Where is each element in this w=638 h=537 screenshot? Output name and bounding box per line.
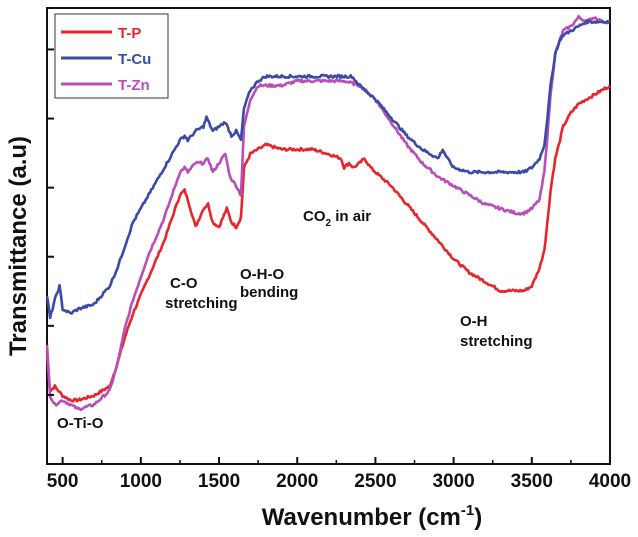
legend: T-P T-Cu T-Zn: [54, 13, 169, 99]
x-axis-title-main: Wavenumber (cm: [262, 504, 461, 531]
y-axis-ticks: [47, 48, 54, 396]
annotation-co: stretching: [165, 295, 238, 312]
legend-label: T-Zn: [118, 77, 150, 94]
annotation-co2: CO2 in air: [303, 208, 371, 229]
y-axis-title: Transmittance (a.u): [5, 136, 32, 356]
x-tick-label: 3000: [432, 471, 474, 492]
annotation-oho: O-H-O: [240, 266, 284, 283]
x-tick-label: 2000: [276, 471, 318, 492]
x-tick-label: 4000: [589, 471, 631, 492]
annotation-co: C-O: [170, 275, 198, 292]
series-layer: [45, 14, 612, 412]
annotation-oho: bending: [240, 284, 298, 301]
series-line-t-p: [45, 84, 612, 403]
legend-label: T-P: [118, 25, 141, 42]
annotation-oh: O-H: [460, 313, 488, 330]
plot-border: [46, 7, 611, 465]
x-tick-label: 3500: [511, 471, 553, 492]
plot-frame: [46, 7, 611, 465]
annotation-oh: stretching: [460, 333, 533, 350]
legend-label: T-Cu: [118, 51, 151, 68]
annotation-oTiO: O-Ti-O: [57, 415, 104, 432]
x-axis-title-superscript: -1: [461, 502, 474, 519]
x-axis-ticks: 500 1000 1500 2000 2500 3000 3500 4000: [47, 457, 631, 492]
series-line-t-cu: [45, 19, 611, 320]
x-axis-title-close: ): [474, 504, 482, 531]
x-axis-title: Wavenumber (cm-1): [262, 502, 483, 531]
series-line-t-zn: [45, 14, 611, 412]
x-tick-label: 500: [47, 471, 79, 492]
x-tick-label: 1500: [198, 471, 240, 492]
x-tick-label: 2500: [354, 471, 396, 492]
x-tick-label: 1000: [120, 471, 162, 492]
